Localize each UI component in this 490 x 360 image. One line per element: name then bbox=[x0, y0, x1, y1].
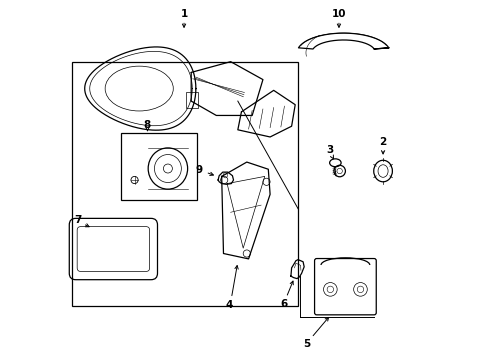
Text: 2: 2 bbox=[379, 138, 387, 147]
Text: 3: 3 bbox=[327, 144, 334, 154]
Bar bbox=[186, 92, 198, 108]
Bar bbox=[72, 62, 298, 306]
Text: 9: 9 bbox=[196, 165, 203, 175]
Text: 7: 7 bbox=[74, 215, 82, 225]
Text: 1: 1 bbox=[180, 9, 188, 19]
Text: 10: 10 bbox=[332, 9, 346, 19]
Text: 5: 5 bbox=[303, 339, 310, 349]
Text: 4: 4 bbox=[225, 300, 233, 310]
Text: 8: 8 bbox=[144, 121, 151, 130]
Bar bbox=[122, 134, 196, 200]
Text: 6: 6 bbox=[280, 299, 287, 309]
